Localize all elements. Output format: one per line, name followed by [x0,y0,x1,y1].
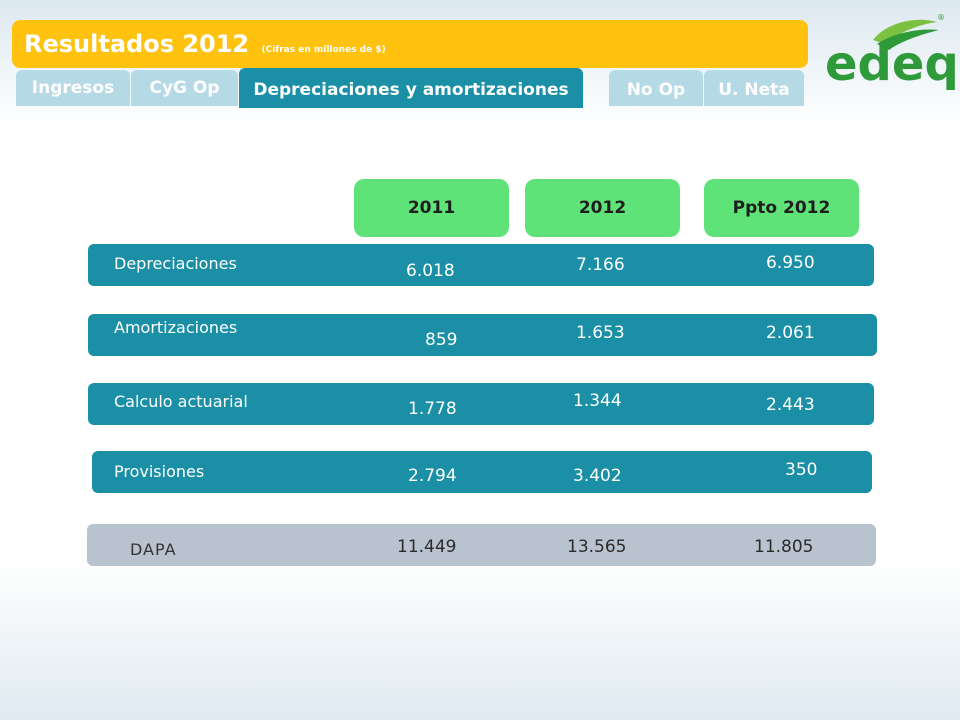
logo-wordmark: edeq [825,36,955,92]
title-bar: Resultados 2012 (Cifras en millones de $… [12,20,808,68]
column-header-label: 2011 [407,198,456,218]
total-value-ppto: 11.805 [754,537,814,557]
total-value-2012: 13.565 [567,537,627,557]
row-label: Calculo actuarial [114,392,248,411]
row-value-2011: 6.018 [406,261,455,281]
row-value-ppto: 6.950 [766,253,815,273]
logo-registered: ® [937,13,945,22]
row-value-2012: 7.166 [576,255,625,275]
tab-no-op[interactable]: No Op [609,70,703,106]
column-header-label: Ppto 2012 [732,198,831,218]
table-row-depreciaciones [88,244,874,286]
table-row-provisiones [92,451,872,493]
page-title-text: Resultados 2012 [24,30,250,58]
row-value-2011: 859 [425,330,458,350]
row-value-ppto: 2.443 [766,395,815,415]
column-header-ppto-2012: Ppto 2012 [704,179,859,237]
page-subtitle: (Cifras en millones de $) [261,45,386,55]
column-header-label: 2012 [578,198,627,218]
total-value-2011: 11.449 [397,537,457,557]
edeq-logo: edeq ® [825,10,959,100]
page-title: Resultados 2012 (Cifras en millones de $… [24,30,386,58]
row-value-2011: 1.778 [408,399,457,419]
column-header-2012: 2012 [525,179,680,237]
row-value-2012: 1.653 [576,323,625,343]
row-label: Depreciaciones [114,254,237,273]
tab-depreciaciones-amortizaciones[interactable]: Depreciaciones y amortizaciones [239,68,583,108]
table-row-calculo-actuarial [88,383,874,425]
total-label: DAPA [130,540,177,559]
table-row-dapa-total [87,524,876,566]
row-label: Amortizaciones [114,318,238,337]
table-row-amortizaciones [88,314,877,356]
row-value-2012: 1.344 [573,391,622,411]
row-value-2012: 3.402 [573,466,622,486]
tab-u-neta[interactable]: U. Neta [704,70,804,106]
row-label: Provisiones [114,462,205,481]
edeq-leaf-logo-icon: edeq ® [825,13,959,92]
tab-cyg-op[interactable]: CyG Op [131,70,238,106]
row-value-ppto: 2.061 [766,323,815,343]
tab-ingresos[interactable]: Ingresos [16,70,130,106]
row-value-2011: 2.794 [408,466,457,486]
row-value-ppto: 350 [785,460,818,480]
column-header-2011: 2011 [354,179,509,237]
